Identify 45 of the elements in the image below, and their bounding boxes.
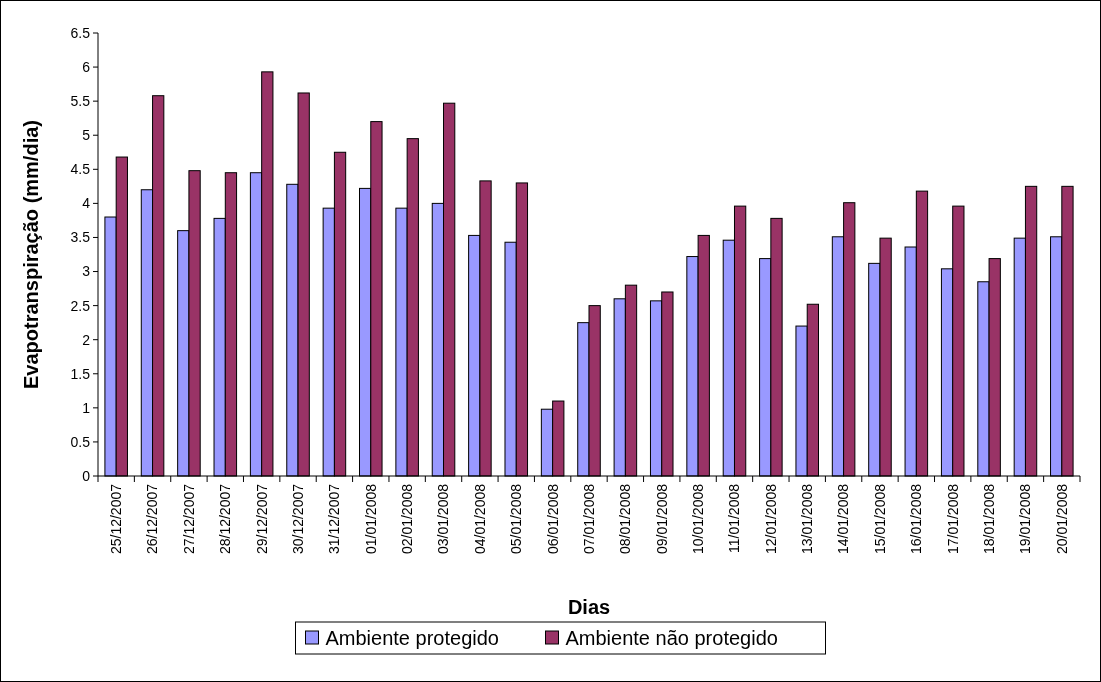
x-tick-label: 17/01/2008 xyxy=(944,483,961,555)
y-tick-label: 4.5 xyxy=(70,161,91,178)
x-tick-label: 14/01/2008 xyxy=(835,483,852,555)
y-tick-label: 5.5 xyxy=(70,93,91,110)
y-tick-label: 0 xyxy=(82,467,91,484)
x-tick-label: 29/12/2007 xyxy=(253,483,270,555)
y-tick-label: 0.5 xyxy=(70,433,91,450)
x-tick-label: 18/01/2008 xyxy=(980,483,997,555)
x-tick-label: 12/01/2008 xyxy=(762,483,779,555)
x-tick-label: 09/01/2008 xyxy=(653,483,670,555)
x-tick-label: 05/01/2008 xyxy=(508,483,525,555)
x-tick-label: 02/01/2008 xyxy=(399,483,416,555)
x-tick-label: 13/01/2008 xyxy=(799,483,816,555)
x-tick-label: 03/01/2008 xyxy=(435,483,452,555)
y-axis-title: Evapotranspiração (mm/dia) xyxy=(20,120,42,389)
y-tick-label: 5 xyxy=(82,127,91,144)
y-tick-label: 3 xyxy=(82,263,91,280)
x-tick-label: 08/01/2008 xyxy=(617,483,634,555)
x-tick-label: 30/12/2007 xyxy=(289,483,306,555)
x-tick-label: 07/01/2008 xyxy=(580,483,597,555)
x-tick-label: 26/12/2007 xyxy=(144,483,161,555)
y-tick-label: 1.5 xyxy=(70,365,91,382)
legend-label: Ambiente protegido xyxy=(325,627,499,649)
x-tick-label: 15/01/2008 xyxy=(871,483,888,555)
x-tick-label: 27/12/2007 xyxy=(180,483,197,555)
y-tick-label: 6 xyxy=(82,58,91,75)
x-tick-label: 19/01/2008 xyxy=(1017,483,1034,555)
y-tick-label: 4 xyxy=(82,195,91,212)
x-tick-label: 11/01/2008 xyxy=(726,483,743,554)
x-tick-label: 20/01/2008 xyxy=(1053,483,1070,555)
y-tick-label: 1 xyxy=(82,399,91,416)
y-tick-label: 6.5 xyxy=(70,24,91,41)
x-tick-label: 06/01/2008 xyxy=(544,483,561,555)
y-tick-label: 2.5 xyxy=(70,297,91,314)
x-tick-label: 16/01/2008 xyxy=(908,483,925,555)
x-tick-label: 01/01/2008 xyxy=(362,483,379,555)
x-tick-label: 31/12/2007 xyxy=(326,483,343,555)
legend-label: Ambiente não protegido xyxy=(565,627,778,649)
x-tick-label: 28/12/2007 xyxy=(217,483,234,555)
y-tick-label: 3.5 xyxy=(70,229,91,246)
x-axis-title: Dias xyxy=(567,596,611,618)
y-tick-label: 2 xyxy=(82,331,91,348)
x-tick-label: 04/01/2008 xyxy=(471,483,488,555)
x-tick-label: 25/12/2007 xyxy=(108,483,125,555)
x-tick-label: 10/01/2008 xyxy=(690,483,707,555)
